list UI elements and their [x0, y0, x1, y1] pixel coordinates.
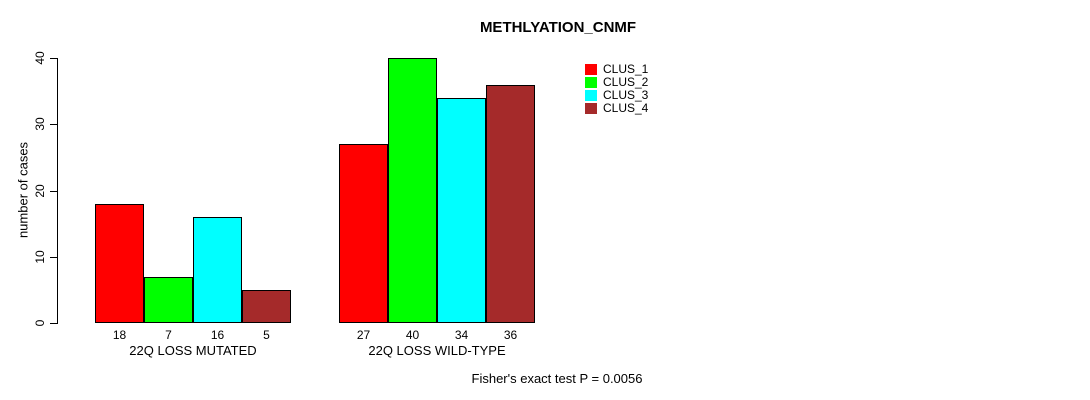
legend-swatch-clus_2: [585, 77, 597, 88]
y-tick-label: 40: [33, 51, 47, 65]
legend-swatch-clus_1: [585, 64, 597, 75]
x-group-label: 22Q LOSS MUTATED: [129, 343, 257, 358]
bar-value-label: 34: [454, 328, 469, 342]
legend-item: CLUS_4: [585, 102, 648, 115]
bar-clus_1-group2: [339, 144, 388, 323]
bar-value-label: 16: [210, 328, 225, 342]
y-axis-tick: [50, 323, 57, 324]
y-axis-tick: [50, 58, 57, 59]
bar-clus_3-group1: [193, 217, 242, 323]
legend-label: CLUS_1: [603, 62, 649, 76]
y-axis-tick: [50, 256, 57, 258]
bar-value-label: 27: [356, 328, 371, 342]
x-group-label: 22Q LOSS WILD-TYPE: [368, 343, 506, 358]
bar-value-label: 36: [503, 328, 518, 342]
y-tick-label: 20: [33, 183, 47, 198]
annotation-fisher-test: Fisher's exact test P = 0.0056: [471, 371, 643, 386]
legend-swatch-clus_3: [585, 90, 597, 101]
legend-label: CLUS_3: [603, 88, 649, 102]
bar-value-label: 5: [263, 328, 270, 342]
y-axis-tick: [50, 124, 57, 126]
y-tick-label: 0: [33, 319, 47, 327]
y-axis-label: number of cases: [15, 141, 31, 239]
chart-title: METHLYATION_CNMF: [479, 19, 637, 36]
y-axis-tick: [50, 190, 57, 192]
legend-item: CLUS_1: [585, 63, 648, 76]
bar-clus_4-group1: [242, 289, 291, 323]
bar-clus_2-group2: [388, 58, 437, 323]
bar-clus_2-group1: [144, 276, 193, 323]
bar-clus_3-group2: [437, 97, 486, 323]
legend-item: CLUS_2: [585, 76, 648, 89]
bar-value-label: 40: [405, 328, 420, 342]
legend: CLUS_1 CLUS_2 CLUS_3 CLUS_4: [585, 63, 648, 115]
bar-value-label: 7: [165, 328, 172, 342]
y-tick-label: 10: [33, 250, 47, 264]
legend-label: CLUS_4: [603, 101, 649, 115]
bar-clus_4-group2: [486, 84, 535, 323]
legend-swatch-clus_4: [585, 103, 597, 114]
y-axis-line: [57, 58, 58, 324]
legend-item: CLUS_3: [585, 89, 648, 102]
bar-clus_1-group1: [95, 203, 144, 323]
legend-label: CLUS_2: [603, 75, 649, 89]
y-tick-label: 30: [33, 117, 47, 131]
bar-value-label: 18: [112, 328, 127, 342]
